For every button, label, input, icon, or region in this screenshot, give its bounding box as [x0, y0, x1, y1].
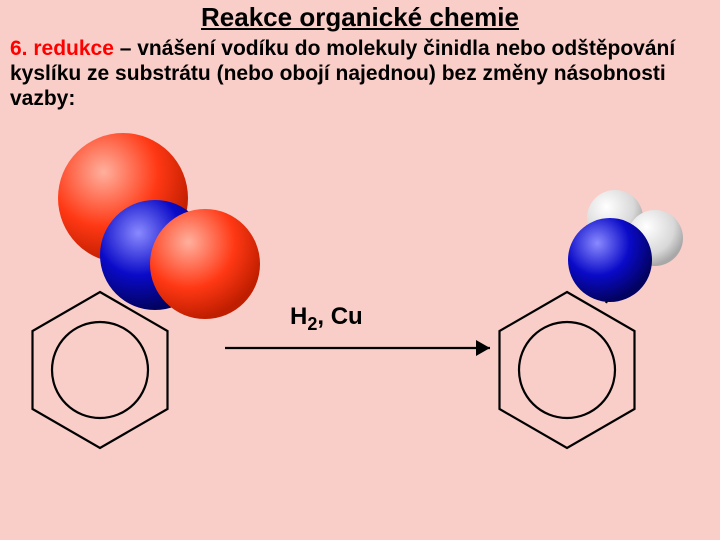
arrow-label: H2, Cu	[290, 303, 363, 331]
nitrogen-atom-right	[568, 218, 652, 302]
oxygen-atom-2	[150, 209, 260, 319]
slide-title: Reakce organické chemie	[0, 2, 720, 33]
slide: Reakce organické chemie 6. redukce – vná…	[0, 0, 720, 540]
definition-text: 6. redukce – vnášení vodíku do molekuly …	[10, 36, 710, 112]
